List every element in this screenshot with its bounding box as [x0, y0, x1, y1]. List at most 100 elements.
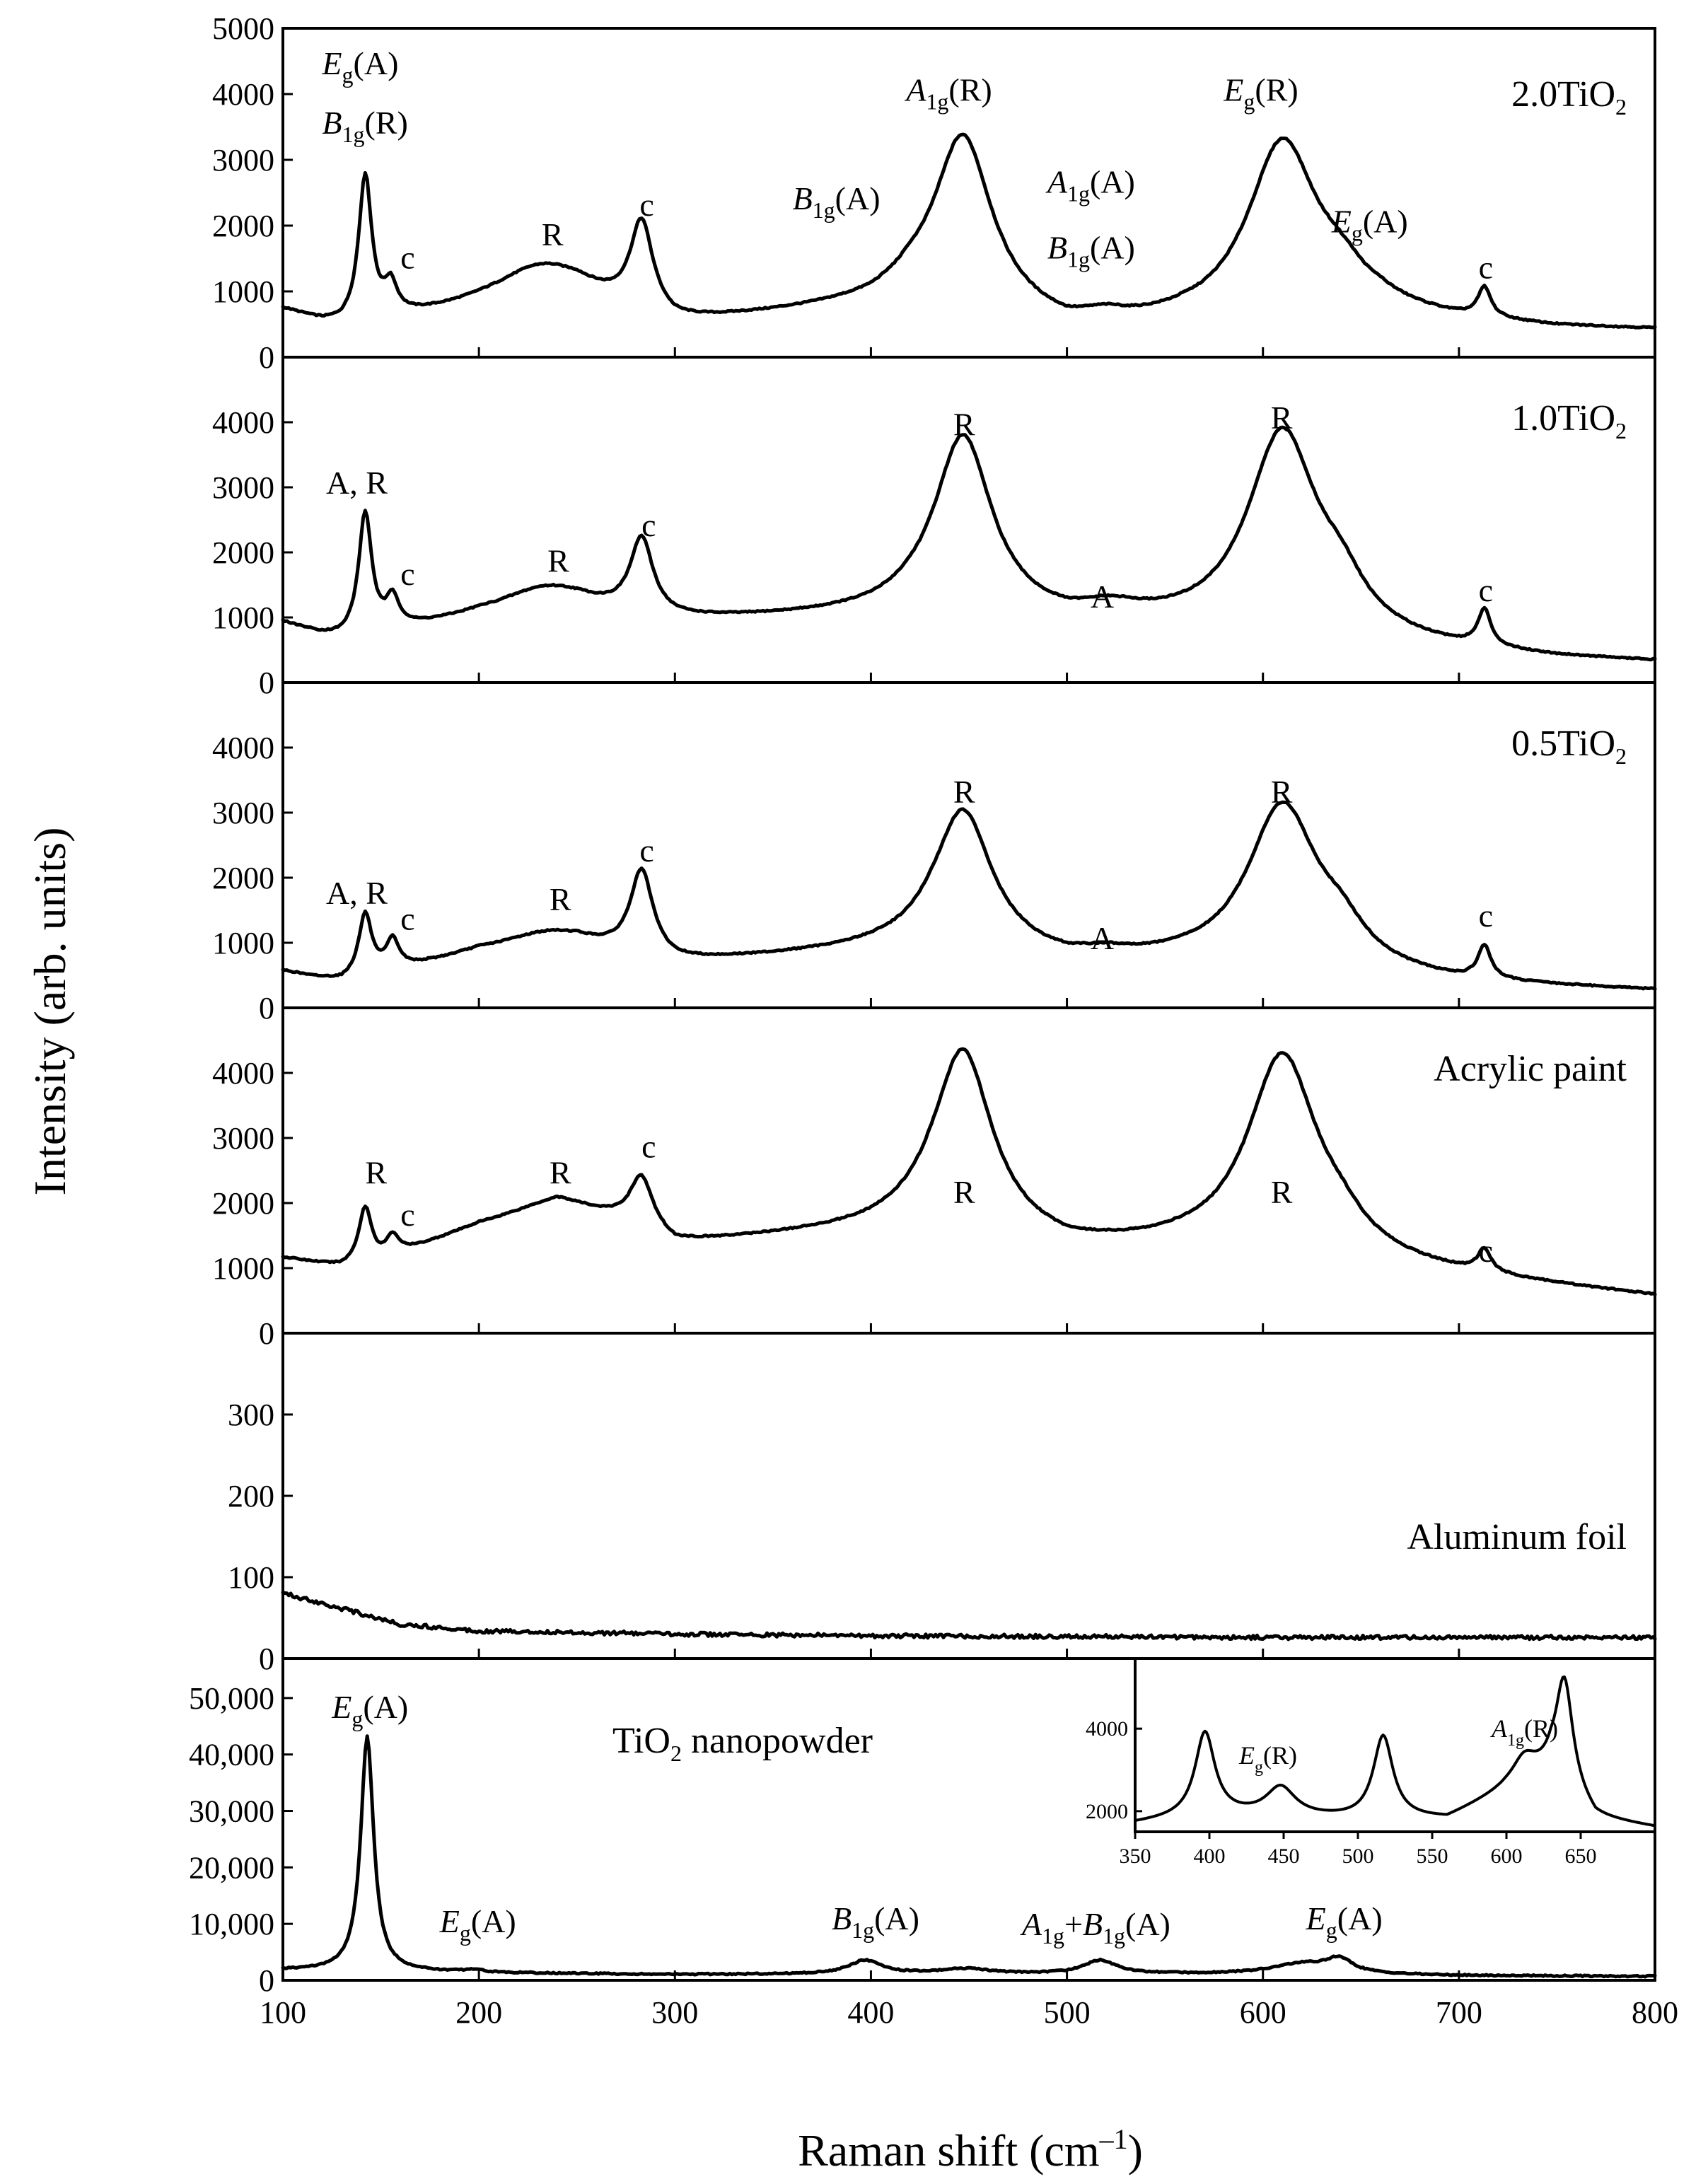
peak-annotation: R — [953, 1174, 975, 1210]
inset-x-tick-label: 350 — [1120, 1845, 1151, 1868]
peak-annotation: Eg(A) — [439, 1903, 516, 1946]
y-tick-label: 3000 — [212, 1121, 274, 1156]
panel-label: TiO2 nanopowder — [612, 1721, 873, 1766]
y-tick-label: 50,000 — [189, 1681, 274, 1716]
peak-annotation: B1g(R) — [322, 105, 407, 147]
peak-annotation: R — [550, 881, 571, 917]
inset-y-tick-label: 4000 — [1086, 1717, 1128, 1741]
panel-frame — [281, 681, 1656, 1009]
inset-y-tick-label: 2000 — [1086, 1800, 1128, 1823]
y-tick-label: 1000 — [212, 274, 274, 309]
peak-annotation: B1g(A) — [1047, 230, 1135, 272]
peak-annotation: A1g(R) — [904, 71, 992, 114]
panel-label: 2.0TiO2 — [1511, 74, 1627, 120]
x-tick-label: 200 — [455, 1995, 502, 2030]
peak-annotation: A1g(A) — [1045, 164, 1135, 207]
y-tick-label: 0 — [259, 666, 274, 700]
peak-annotation: A, R — [326, 465, 388, 501]
peak-annotation: R — [1271, 774, 1293, 810]
inset-x-tick-label: 450 — [1268, 1845, 1300, 1868]
panel-label: Aluminum foil — [1407, 1517, 1627, 1557]
peak-annotation: R — [953, 774, 975, 810]
y-tick-label: 4000 — [212, 731, 274, 765]
peak-annotation: R — [365, 1154, 387, 1190]
peak-annotation: c — [400, 901, 414, 937]
inset-annotation: A1g(R) — [1490, 1714, 1558, 1750]
peak-annotation: B1g(A) — [832, 1900, 919, 1943]
y-tick-label: 3000 — [212, 796, 274, 830]
peak-annotation: A, R — [326, 875, 388, 911]
y-tick-label: 4000 — [212, 77, 274, 112]
inset-x-tick-label: 500 — [1342, 1845, 1374, 1868]
y-tick-label: 30,000 — [189, 1794, 274, 1829]
panel-p6: 0 10,000 20,000 30,000 40,000 50,000 TiO2 nano… — [189, 1657, 1657, 1998]
peak-annotation: R — [953, 406, 975, 442]
peak-annotation: Eg(A) — [1331, 203, 1408, 245]
y-tick-label: 0 — [259, 1642, 274, 1676]
inset-background — [1135, 1659, 1655, 1832]
y-axis-title: Intensity (arb. units) — [25, 827, 75, 1196]
peak-annotation: c — [1479, 249, 1493, 285]
inset-x-tick-label: 650 — [1565, 1845, 1597, 1868]
inset-x-tick-label: 550 — [1417, 1845, 1448, 1868]
peak-annotation: B1g(A) — [793, 180, 881, 223]
x-tick-label: 400 — [847, 1995, 894, 2030]
panel-p5: 0 100 200 300 Aluminum foil — [228, 1332, 1657, 1676]
y-tick-label: 300 — [228, 1398, 274, 1432]
panel-frame — [281, 1332, 1656, 1660]
peak-annotation: c — [641, 507, 656, 543]
peak-annotation: Eg(A) — [1306, 1900, 1383, 1943]
y-tick-label: 100 — [228, 1560, 274, 1595]
y-tick-label: 0 — [259, 340, 274, 375]
y-tick-label: 2000 — [212, 861, 274, 895]
y-tick-label: 1000 — [212, 926, 274, 960]
panel-label: Acrylic paint — [1434, 1049, 1627, 1089]
inset-x-tick-label: 600 — [1491, 1845, 1523, 1868]
x-axis: 100 200 300 400 500 600 700 800 — [260, 1995, 1678, 2030]
y-tick-label: 5000 — [212, 11, 274, 46]
spectrum-line — [281, 1591, 1657, 1642]
peak-annotation: c — [1479, 1233, 1493, 1269]
y-tick-label: 20,000 — [189, 1850, 274, 1885]
spectrum-line — [281, 132, 1657, 330]
peak-annotation: A — [1091, 920, 1114, 956]
x-tick-label: 100 — [260, 1995, 306, 2030]
inset-frame — [1134, 1657, 1656, 1833]
y-tick-label: 0 — [259, 1963, 274, 1998]
peak-annotation: c — [1479, 572, 1493, 608]
y-tick-label: 0 — [259, 991, 274, 1026]
peak-annotation: c — [400, 556, 414, 592]
x-tick-label: 600 — [1240, 1995, 1286, 2030]
x-tick-label: 800 — [1632, 1995, 1678, 2030]
y-tick-label: 0 — [259, 1316, 274, 1351]
spectrum-line — [281, 800, 1657, 991]
peak-annotation: A1g+B1g(A) — [1020, 1906, 1170, 1948]
peak-annotation: c — [639, 187, 653, 223]
inset-plot: 350 400 450 500 550 600 650 2000 4000 Eg(R) A1g(R) — [1086, 1657, 1656, 1868]
inset-spectrum-line — [1134, 1675, 1656, 1828]
spectrum-line — [281, 425, 1657, 662]
peak-annotation: R — [542, 216, 564, 252]
spectrum-line — [281, 1734, 1657, 1979]
x-axis-title: Raman shift (cm–1) — [798, 2123, 1143, 2176]
peak-annotation: R — [1271, 400, 1293, 436]
peak-annotation: R — [547, 543, 569, 579]
panel-p2: 0 1000 2000 3000 4000 1.0TiO2 A, R c Rc R A Rc — [212, 356, 1657, 700]
y-tick-label: 4000 — [212, 405, 274, 440]
y-tick-label: 200 — [228, 1479, 274, 1514]
peak-annotation: c — [400, 1197, 414, 1233]
y-tick-label: 3000 — [212, 470, 274, 505]
panel-p3: 0 1000 2000 3000 4000 0.5TiO2 A, R c Rc R A Rc — [212, 681, 1657, 1026]
y-tick-label: 3000 — [212, 143, 274, 178]
y-tick-label: 1000 — [212, 600, 274, 635]
y-tick-label: 1000 — [212, 1251, 274, 1286]
peak-annotation: c — [639, 832, 653, 869]
peak-annotation: c — [641, 1129, 656, 1165]
panel-label: 0.5TiO2 — [1511, 724, 1627, 769]
inset-annotation: Eg(R) — [1238, 1741, 1297, 1777]
panel-label: 1.0TiO2 — [1511, 398, 1627, 443]
x-tick-label: 300 — [651, 1995, 698, 2030]
peak-annotation: Eg(A) — [331, 1689, 408, 1731]
